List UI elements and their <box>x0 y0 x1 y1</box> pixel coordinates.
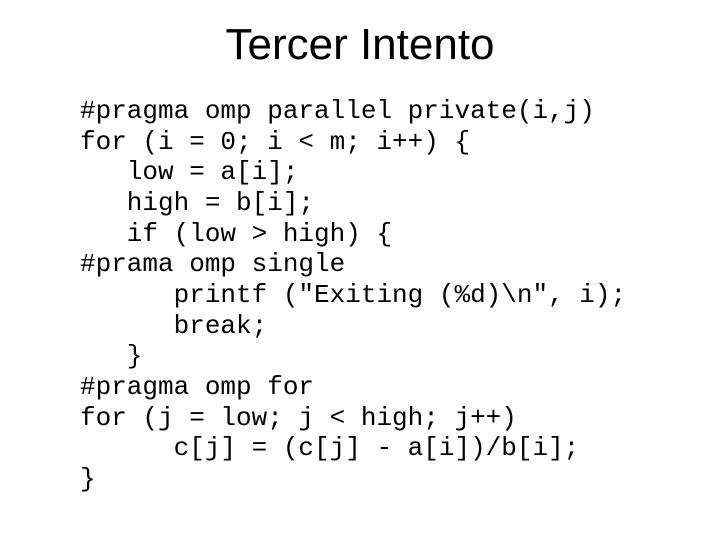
slide: Tercer Intento #pragma omp parallel priv… <box>0 0 720 540</box>
slide-title: Tercer Intento <box>0 20 720 88</box>
code-block: #pragma omp parallel private(i,j) for (i… <box>80 96 720 495</box>
